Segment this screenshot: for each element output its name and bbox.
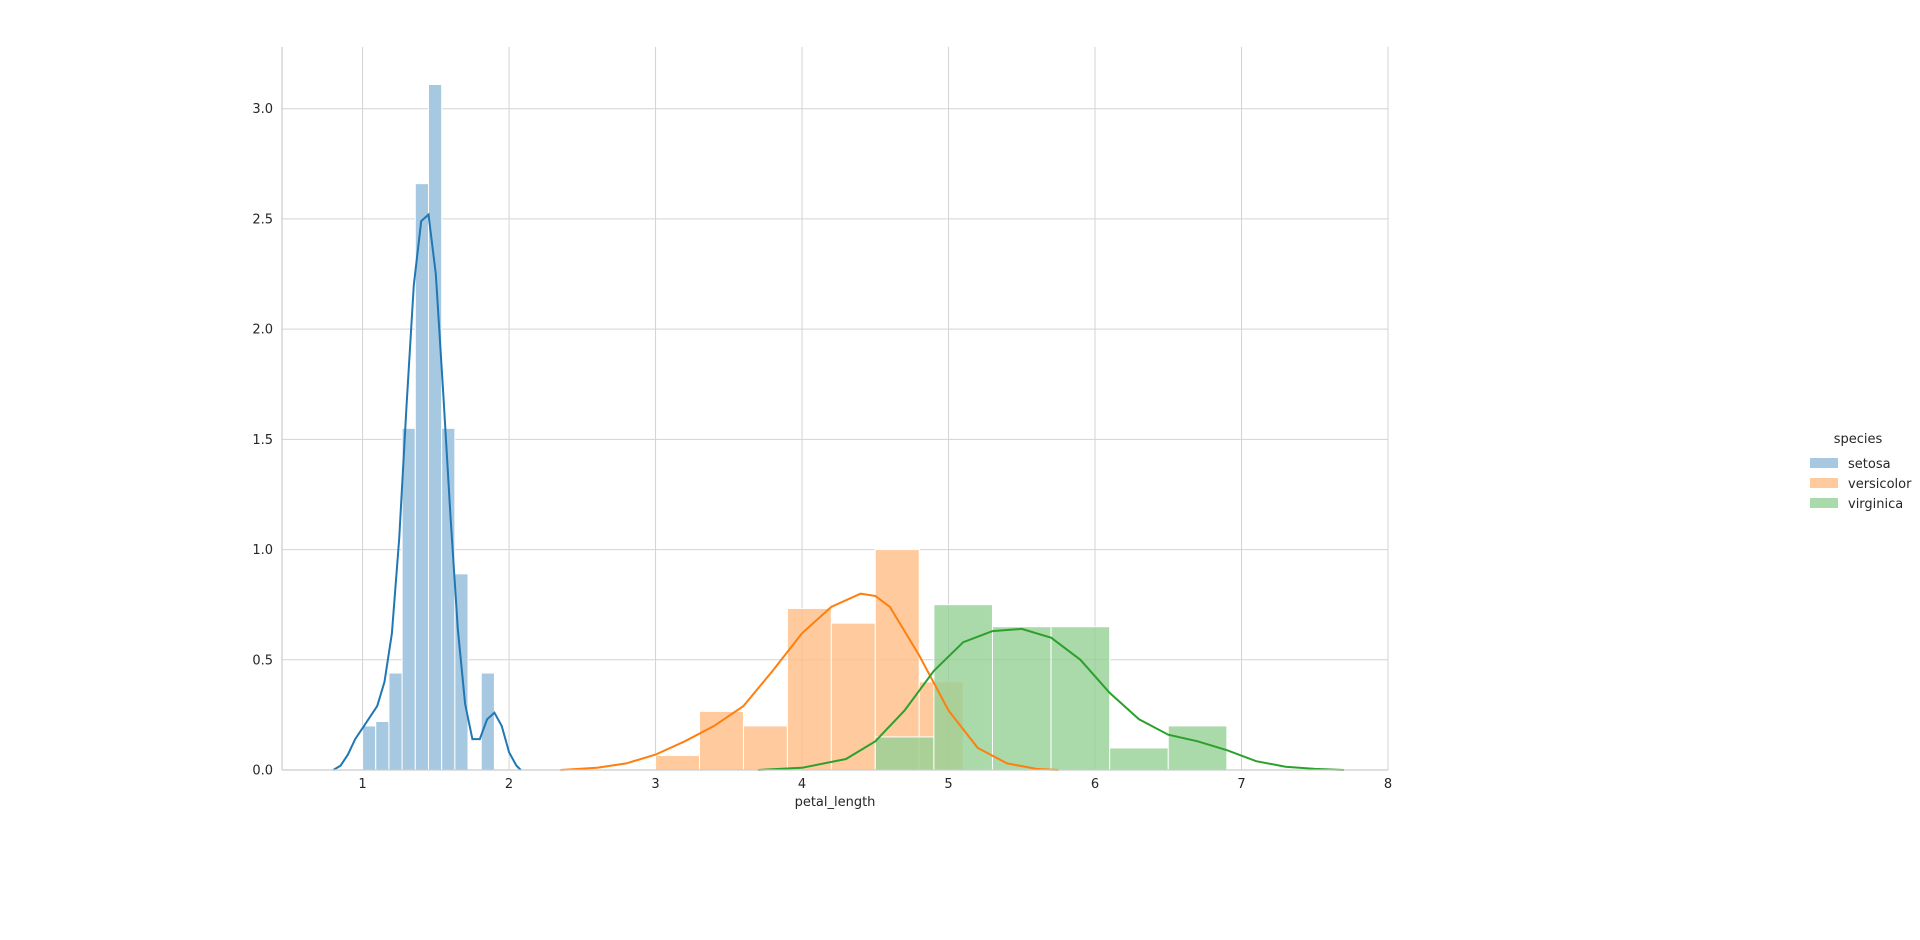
kde-curves bbox=[332, 212, 1345, 771]
histogram-bar-versicolor bbox=[830, 622, 876, 771]
legend-swatch-virginica bbox=[1810, 498, 1838, 508]
histogram-bar-setosa bbox=[401, 427, 416, 771]
x-tick-label: 1 bbox=[358, 777, 366, 792]
y-tick-label: 3.0 bbox=[252, 102, 273, 117]
grid-lines bbox=[282, 47, 1389, 771]
kde-line-versicolor bbox=[560, 592, 1059, 771]
histogram-bar-versicolor bbox=[742, 725, 788, 771]
histogram-bar-setosa bbox=[414, 183, 429, 771]
histogram-bar-versicolor bbox=[655, 754, 700, 771]
histogram-bars bbox=[362, 83, 1228, 771]
legend-label-versicolor: versicolor bbox=[1848, 477, 1912, 492]
histogram-bar-setosa bbox=[388, 672, 403, 771]
histogram-bar-setosa bbox=[427, 83, 443, 771]
histogram-bar-virginica bbox=[874, 736, 935, 771]
legend-swatch-setosa bbox=[1810, 458, 1838, 468]
tick-labels: 1 2 3 4 5 6 7 8 0.0 0.5 1.0 1.5 2.0 2.5 3.0 bbox=[252, 102, 1392, 792]
y-tick-label: 2.0 bbox=[252, 323, 273, 338]
x-axis-title: petal_length bbox=[795, 795, 876, 810]
x-tick-label: 6 bbox=[1091, 777, 1099, 792]
y-tick-label: 0.5 bbox=[252, 653, 273, 668]
legend-swatch-versicolor bbox=[1810, 478, 1838, 488]
x-tick-label: 5 bbox=[944, 777, 952, 792]
y-tick-label: 1.0 bbox=[252, 543, 273, 558]
legend-label-virginica: virginica bbox=[1848, 497, 1903, 512]
histogram-bar-virginica bbox=[1109, 747, 1169, 771]
x-tick-label: 2 bbox=[505, 777, 513, 792]
x-tick-label: 3 bbox=[651, 777, 659, 792]
histogram-bar-virginica bbox=[1050, 626, 1111, 771]
histogram-bar-setosa bbox=[480, 672, 495, 771]
y-tick-label: 1.5 bbox=[252, 433, 273, 448]
histogram-bar-virginica bbox=[933, 604, 993, 771]
y-tick-label: 0.0 bbox=[252, 764, 273, 779]
legend-label-setosa: setosa bbox=[1848, 457, 1891, 472]
kde-line-setosa bbox=[332, 212, 522, 771]
x-tick-label: 8 bbox=[1384, 777, 1392, 792]
y-tick-label: 2.5 bbox=[252, 212, 273, 227]
legend: species setosa versicolor virginica bbox=[1810, 432, 1912, 512]
histogram-bar-setosa bbox=[362, 725, 377, 771]
x-tick-label: 7 bbox=[1237, 777, 1245, 792]
axes bbox=[281, 47, 1388, 771]
histogram-bar-virginica bbox=[991, 626, 1052, 771]
legend-title: species bbox=[1834, 432, 1883, 447]
x-tick-label: 4 bbox=[798, 777, 806, 792]
histogram-bar-setosa bbox=[375, 721, 390, 771]
kde-line-virginica bbox=[758, 627, 1345, 771]
histogram-bar-versicolor bbox=[786, 607, 832, 771]
